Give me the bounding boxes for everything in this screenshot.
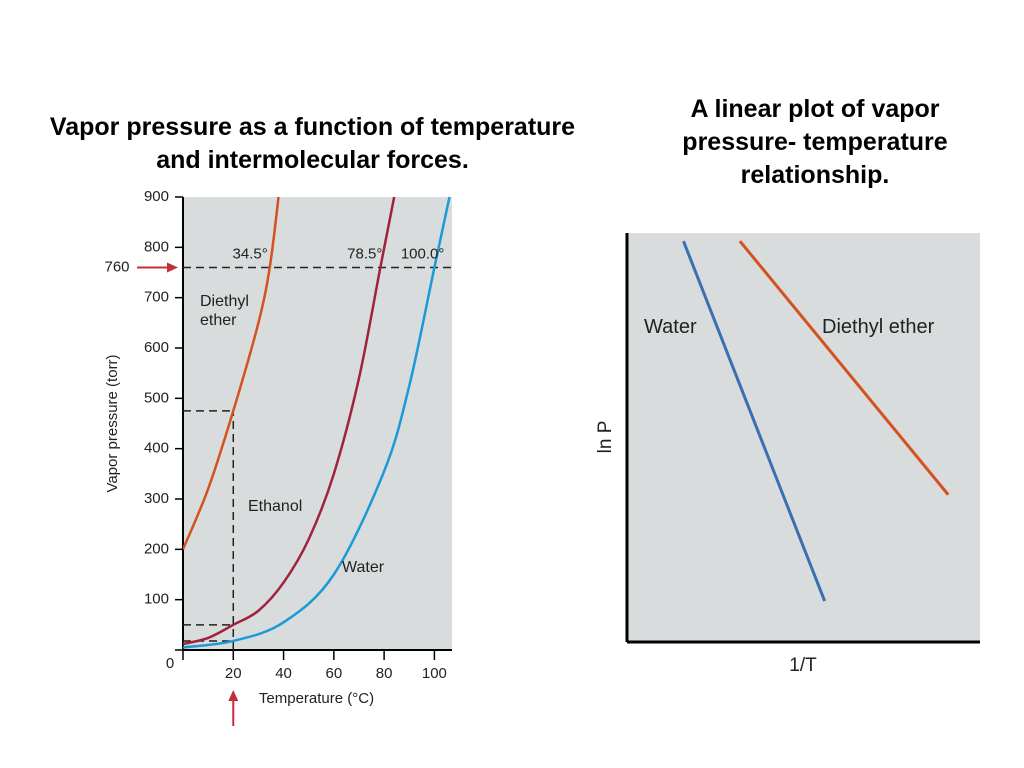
- chart-title: Vapor pressure as a function of temperat…: [49, 113, 576, 174]
- x-tick-label: 40: [275, 665, 292, 682]
- curve: [183, 196, 451, 649]
- y-tick-label: 600: [144, 339, 169, 356]
- y-tick-label: 800: [144, 238, 169, 255]
- series-label: Diethyl ether: [200, 293, 249, 329]
- annotation: 34.5°: [233, 245, 268, 262]
- y-tick-label: 400: [144, 440, 169, 457]
- series-label: Ethanol: [248, 498, 303, 515]
- series-label: Water: [342, 559, 385, 576]
- x-axis-label: 1/T: [789, 655, 817, 676]
- line: [682, 240, 827, 602]
- arrow-head: [228, 690, 239, 701]
- y-axis-label: Vapor pressure (torr): [104, 354, 121, 492]
- annotation: 100.0°: [401, 245, 445, 262]
- x-tick-label: 20: [225, 665, 242, 682]
- annotation: 78.5°: [347, 245, 382, 262]
- chart-title: A linear plot of vapor pressure- tempera…: [682, 95, 948, 189]
- marked-pressure-label: 760: [104, 258, 129, 275]
- x-tick-label: 80: [376, 665, 393, 682]
- y-tick-label: 700: [144, 289, 169, 306]
- y-axis-label: ln P: [595, 421, 616, 454]
- plot-area: [183, 197, 452, 650]
- x-tick-label: 100: [422, 665, 447, 682]
- y-tick-label: 900: [144, 188, 169, 205]
- curve: [183, 196, 396, 646]
- x-axis-label: Temperature (°C): [259, 690, 374, 707]
- line: [738, 240, 950, 496]
- curve: [183, 196, 280, 550]
- y-tick-label: 500: [144, 389, 169, 406]
- y-tick-label: 200: [144, 540, 169, 557]
- y-tick-label: 100: [144, 591, 169, 608]
- arrow-head: [167, 262, 178, 273]
- x-tick-label: 0: [166, 655, 174, 672]
- series-label: Water: [644, 316, 697, 338]
- y-tick-label: 300: [144, 490, 169, 507]
- series-label: Diethyl ether: [822, 316, 935, 338]
- x-tick-label: 60: [325, 665, 342, 682]
- plot-area: [627, 233, 980, 642]
